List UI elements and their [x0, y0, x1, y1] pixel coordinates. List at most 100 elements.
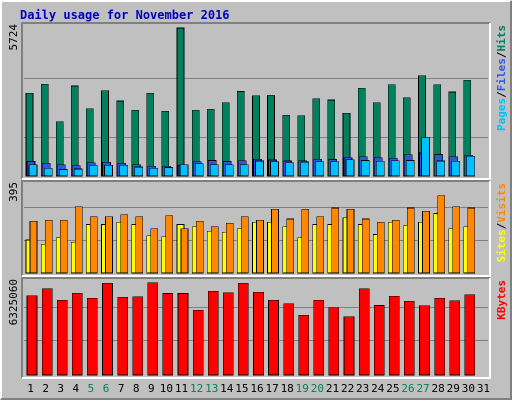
kbytes-bar	[358, 288, 370, 376]
visits-bar	[195, 220, 204, 274]
kbytes-bar	[464, 294, 476, 376]
visits-bar	[241, 216, 249, 274]
pages-bar	[285, 162, 294, 177]
day-label-5: 5	[88, 382, 95, 395]
pages-bar	[89, 164, 98, 177]
visits-bar	[301, 208, 310, 274]
day-label-13: 13	[205, 382, 218, 395]
visits-bar	[376, 222, 385, 274]
kbytes-bar	[87, 297, 98, 376]
visits-bar	[225, 223, 234, 274]
legend-kbytes: KBytes	[495, 280, 508, 320]
visits-bar	[59, 219, 68, 274]
kbytes-bar	[102, 282, 113, 376]
chart-title: Daily usage for November 2016	[20, 8, 230, 22]
pages-bar	[451, 160, 461, 177]
pages-bar	[406, 160, 415, 177]
day-label-19: 19	[296, 382, 309, 395]
day-label-22: 22	[341, 382, 354, 395]
legend-visits: Visits	[495, 183, 508, 223]
kbytes-bar	[132, 296, 143, 376]
pages-bar	[345, 159, 355, 177]
visits-bar	[271, 208, 279, 274]
visits-bar	[346, 208, 355, 274]
kbytes-bar	[404, 300, 415, 376]
hits-files-pages-panel-bevel-light	[21, 22, 490, 179]
pages-bar	[149, 167, 159, 177]
visits-bar	[90, 216, 98, 274]
visits-bar	[150, 228, 159, 274]
day-label-28: 28	[432, 382, 445, 395]
pages-bar	[224, 164, 234, 177]
hits-bar	[146, 92, 155, 177]
legend-hits: Hits	[495, 25, 508, 52]
visits-bar	[316, 216, 325, 274]
kbytes-bar	[207, 290, 219, 376]
visits-bar	[422, 211, 430, 274]
visits-bar	[135, 216, 143, 274]
pages-bar	[28, 164, 38, 177]
day-label-29: 29	[447, 382, 460, 395]
visits-bar	[392, 219, 400, 274]
kbytes-bar	[434, 298, 445, 376]
legend-kbytes: KBytes	[495, 280, 508, 320]
day-label-10: 10	[160, 382, 173, 395]
day-label-12: 12	[190, 382, 203, 395]
hits-bar	[40, 83, 49, 177]
visits-bar	[331, 207, 340, 274]
day-label-27: 27	[416, 382, 429, 395]
day-label-30: 30	[462, 382, 475, 395]
hits-max-label: 5724	[7, 24, 20, 51]
kbytes-bar	[449, 300, 461, 376]
day-label-14: 14	[220, 382, 234, 395]
kbytes-bar	[41, 288, 53, 376]
pages-bar	[330, 161, 340, 177]
visits-bar	[210, 226, 219, 274]
visits-bar	[105, 216, 113, 274]
day-label-17: 17	[265, 382, 278, 395]
kbytes-bar	[71, 293, 83, 376]
legend-separator: /	[495, 51, 508, 58]
pages-bar	[466, 156, 476, 177]
visits-bar	[74, 206, 83, 274]
pages-bar	[270, 161, 279, 177]
pages-bar	[104, 164, 113, 177]
visits-bar	[120, 214, 128, 274]
day-label-11: 11	[175, 382, 188, 395]
pages-bar	[164, 167, 174, 177]
kbytes-bar	[222, 292, 234, 376]
pages-bar	[240, 164, 249, 177]
day-label-16: 16	[250, 382, 263, 395]
hits-bar	[176, 27, 185, 177]
day-label-6: 6	[103, 382, 110, 395]
day-label-23: 23	[356, 382, 369, 395]
pages-bar	[73, 168, 83, 177]
day-label-18: 18	[281, 382, 294, 395]
kbytes-bar	[117, 297, 128, 376]
sites-visits-panel-bevel-light	[21, 180, 490, 276]
visits-bar	[407, 207, 415, 274]
legend-hits-files-pages: Pages/Files/Hits	[495, 25, 508, 131]
kbytes-bar	[313, 299, 325, 376]
pages-bar	[360, 160, 370, 177]
day-label-7: 7	[118, 382, 125, 395]
visits-bar	[165, 215, 174, 274]
kbytes-bar	[162, 293, 174, 376]
visits-bar	[452, 206, 461, 274]
pages-bar	[421, 137, 430, 177]
pages-bar	[58, 169, 68, 177]
visits-bar	[286, 218, 294, 274]
legend-separator: /	[495, 91, 508, 98]
visits-bar	[180, 228, 189, 274]
kbytes-bar	[238, 282, 249, 376]
legend-sites-visits: Sites/Visits	[495, 183, 508, 263]
visits-bar	[44, 219, 53, 274]
day-label-9: 9	[148, 382, 155, 395]
pages-bar	[391, 160, 400, 177]
kbytes-bar	[389, 295, 400, 376]
pages-bar	[315, 161, 325, 177]
